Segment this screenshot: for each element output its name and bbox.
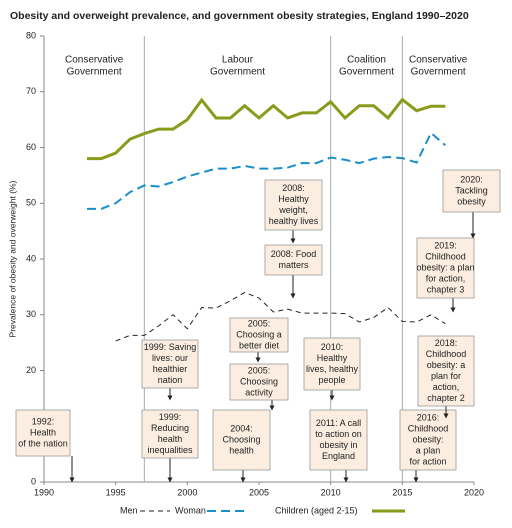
annotation-text: Choosing a bbox=[236, 329, 282, 339]
annotation-text: to action on bbox=[315, 429, 362, 439]
legend-label: Children (aged 2-15) bbox=[275, 505, 358, 515]
annotation-text: lives, healthy bbox=[306, 364, 359, 374]
annotation-text: Childhood bbox=[408, 423, 449, 433]
annotation-text: obesity: a plan bbox=[416, 262, 474, 272]
annotation-text: people bbox=[318, 375, 345, 385]
annotation-box bbox=[229, 317, 289, 353]
y-tick-label: 50 bbox=[26, 198, 36, 208]
annotation-text: 2008: bbox=[282, 183, 305, 193]
annotation-text: chapter 3 bbox=[427, 284, 465, 294]
annotation-text: for action bbox=[409, 456, 446, 466]
annotation-text: better diet bbox=[239, 340, 280, 350]
chart-title: Obesity and overweight prevalence, and g… bbox=[10, 10, 469, 22]
government-label: Conservative bbox=[409, 55, 468, 66]
annotation-box bbox=[264, 179, 323, 231]
y-tick-label: 70 bbox=[26, 86, 36, 96]
y-axis-label: Prevalence of obesity and overweight (%) bbox=[7, 180, 17, 337]
annotation-text: Childhood bbox=[425, 251, 466, 261]
annotation-box bbox=[399, 409, 457, 471]
annotation-text: England bbox=[322, 451, 355, 461]
annotation-text: 2016: bbox=[417, 412, 440, 422]
annotation-text: health bbox=[229, 445, 254, 455]
x-tick-label: 1990 bbox=[34, 487, 54, 497]
annotation-text: 1999: Saving bbox=[144, 342, 197, 352]
annotation-box bbox=[229, 363, 289, 401]
annotation-text: 2011: A call bbox=[316, 418, 361, 428]
annotation-text: 1992: bbox=[32, 416, 55, 426]
annotation-text: health bbox=[158, 434, 183, 444]
annotation-text: obesity bbox=[457, 196, 486, 206]
annotation-text: action, bbox=[433, 382, 460, 392]
government-label: Conservative bbox=[65, 55, 124, 66]
series-line bbox=[87, 97, 446, 161]
annotation-text: matters bbox=[278, 260, 309, 270]
series-line bbox=[115, 291, 446, 342]
annotation-text: 2019: bbox=[434, 240, 457, 250]
legend-label: Men bbox=[120, 505, 138, 515]
annotation-box bbox=[442, 169, 501, 213]
annotation-text: Health bbox=[30, 427, 56, 437]
annotation-text: obesity: bbox=[412, 434, 443, 444]
annotation-text: healthy lives bbox=[269, 216, 319, 226]
annotation-text: chapter 2 bbox=[427, 393, 465, 403]
annotation-text: a plan bbox=[416, 445, 441, 455]
x-tick-label: 2010 bbox=[321, 487, 341, 497]
y-tick-label: 80 bbox=[26, 30, 36, 40]
x-tick-label: 2000 bbox=[177, 487, 197, 497]
annotation-text: Choosing bbox=[222, 434, 260, 444]
annotation-text: inequalities bbox=[147, 445, 193, 455]
annotation-text: 1999: bbox=[159, 412, 182, 422]
y-tick-label: 30 bbox=[26, 309, 36, 319]
government-label: Government bbox=[67, 67, 122, 78]
annotation-text: 2018: bbox=[435, 338, 458, 348]
annotation-text: 2020: bbox=[460, 174, 483, 184]
annotation-text: activity bbox=[245, 387, 273, 397]
y-tick-label: 60 bbox=[26, 142, 36, 152]
x-tick-label: 2005 bbox=[249, 487, 269, 497]
annotation-text: Healthy bbox=[317, 353, 348, 363]
annotation-text: 2005: bbox=[248, 318, 271, 328]
government-label: Government bbox=[339, 67, 394, 78]
annotation-text: weight, bbox=[278, 205, 308, 215]
annotation-text: Childhood bbox=[426, 349, 467, 359]
annotation-text: Tackling bbox=[455, 185, 488, 195]
annotation-text: 2004: bbox=[230, 423, 253, 433]
annotation-box bbox=[212, 409, 271, 471]
annotation-box bbox=[141, 409, 199, 459]
government-label: Coalition bbox=[347, 55, 386, 66]
annotation-text: Healthy bbox=[278, 194, 309, 204]
annotation-text: 2010: bbox=[321, 342, 344, 352]
annotation-text: obesity: a bbox=[427, 360, 466, 370]
annotation-text: nation bbox=[158, 375, 183, 385]
annotation-box bbox=[303, 337, 361, 391]
annotation-box bbox=[15, 409, 71, 457]
annotation-text: of the nation bbox=[18, 438, 68, 448]
government-label: Labour bbox=[222, 55, 254, 66]
annotation-box bbox=[264, 244, 323, 276]
x-tick-label: 1995 bbox=[106, 487, 126, 497]
annotation-text: lives: our bbox=[152, 353, 188, 363]
government-label: Government bbox=[210, 67, 265, 78]
annotation-text: plan for bbox=[431, 371, 461, 381]
annotation-text: obesity in bbox=[319, 440, 357, 450]
legend-label: Woman bbox=[175, 505, 206, 515]
annotation-box bbox=[416, 237, 475, 299]
annotation-text: 2008: Food bbox=[271, 249, 317, 259]
annotation-box bbox=[141, 339, 199, 389]
x-tick-label: 2015 bbox=[392, 487, 412, 497]
y-tick-label: 40 bbox=[26, 253, 36, 263]
annotation-text: healthier bbox=[153, 364, 188, 374]
annotation-text: Choosing bbox=[240, 376, 278, 386]
government-label: Government bbox=[411, 67, 466, 78]
series-line bbox=[87, 131, 446, 210]
annotation-text: Reducing bbox=[151, 423, 189, 433]
y-tick-label: 0 bbox=[31, 476, 36, 486]
annotation-box bbox=[417, 335, 475, 407]
annotation-box bbox=[309, 409, 368, 471]
x-tick-label: 2020 bbox=[464, 487, 484, 497]
y-tick-label: 20 bbox=[26, 365, 36, 375]
annotation-text: for action, bbox=[426, 273, 466, 283]
annotation-text: 2005: bbox=[248, 365, 271, 375]
